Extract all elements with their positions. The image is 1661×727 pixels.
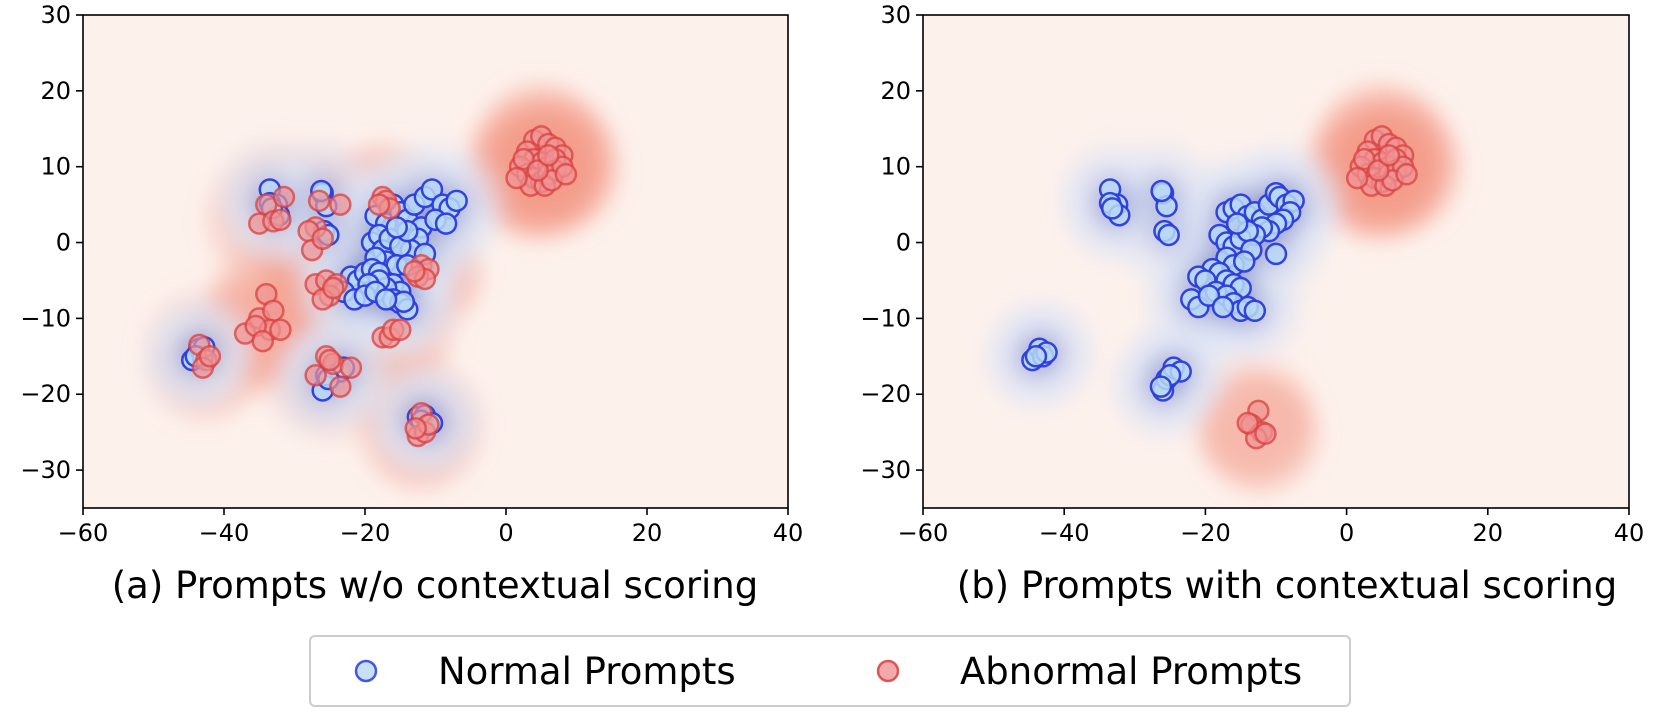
abnormal-prompt-point <box>367 193 391 216</box>
abnormal-prompt-point <box>1395 163 1418 186</box>
abnormal-prompts-series <box>188 125 578 448</box>
abnormal-prompt-point <box>329 193 352 216</box>
y-tick-label: 20 <box>40 77 71 105</box>
panel-caption: (a) Prompts w/o contextual scoring <box>112 564 759 607</box>
y-tick-label: 20 <box>880 77 911 105</box>
normal-prompt-point <box>385 216 408 239</box>
abnormal-prompt-point <box>304 364 327 387</box>
abnormal-prompt-point <box>269 318 292 342</box>
abnormal-prompt-point <box>262 299 285 323</box>
y-tick-label: 0 <box>896 229 911 257</box>
y-tick-label: −20 <box>860 380 911 408</box>
abnormal-prompt-point <box>554 163 578 186</box>
legend-box <box>309 635 1351 707</box>
abnormal-prompt-point <box>389 318 412 342</box>
normal-prompt-point <box>374 288 398 311</box>
abnormal-prompt-point <box>307 189 331 213</box>
abnormal-prompt-point <box>311 227 334 250</box>
abnormal-prompt-point <box>403 260 426 283</box>
x-tick-label: −20 <box>340 519 391 547</box>
axes-frame <box>82 14 789 509</box>
abnormal-prompt-point <box>251 329 275 353</box>
abnormal-prompt-point <box>404 417 428 440</box>
abnormal-legend-marker <box>876 659 900 683</box>
y-tick-label: 10 <box>40 153 71 181</box>
x-tick-label: 0 <box>1339 519 1354 547</box>
abnormal-prompt-point <box>1377 144 1401 167</box>
x-tick-label: −60 <box>898 519 949 547</box>
abnormal-prompt-point <box>1345 166 1369 190</box>
abnormal-prompts-series <box>1236 125 1418 450</box>
x-tick-label: −40 <box>199 519 250 547</box>
normal-prompt-point <box>1024 345 1048 368</box>
normal-prompt-point <box>420 178 444 201</box>
abnormal-prompt-point <box>198 345 222 368</box>
y-tick-label: −20 <box>20 380 71 408</box>
abnormal-legend-label: Abnormal Prompts <box>960 650 1302 693</box>
x-tick-label: 20 <box>632 519 663 547</box>
y-tick-label: 0 <box>56 229 71 257</box>
abnormal-prompt-point <box>322 276 345 300</box>
abnormal-prompt-point <box>1367 159 1390 182</box>
x-tick-label: −40 <box>1039 519 1090 547</box>
x-tick-label: −20 <box>1180 519 1231 547</box>
normal-prompt-point <box>1149 375 1173 398</box>
abnormal-prompt-point <box>505 166 528 190</box>
x-tick-label: −60 <box>58 519 109 547</box>
normal-prompt-point <box>1150 179 1173 203</box>
normal-prompt-point <box>1211 295 1235 319</box>
normal-prompt-point <box>1243 299 1267 323</box>
axes-frame <box>922 14 1630 509</box>
y-tick-label: 30 <box>40 1 71 29</box>
abnormal-prompt-point <box>1254 422 1277 445</box>
y-tick-label: 30 <box>880 1 911 29</box>
y-tick-label: −30 <box>860 456 911 484</box>
normal-prompt-point <box>1157 223 1180 247</box>
abnormal-prompt-point <box>329 375 352 398</box>
abnormal-prompt-point <box>318 348 341 372</box>
panel-caption: (b) Prompts with contextual scoring <box>957 564 1617 607</box>
abnormal-prompt-point <box>1236 411 1260 435</box>
abnormal-prompt-point <box>339 356 363 379</box>
x-tick-label: 20 <box>1473 519 1504 547</box>
chart-panel-b: −60 −40 −20 0 20 40 −30 −20 −10 0 10 20 30 (b) Prompt… <box>860 1 1644 607</box>
y-tick-label: −30 <box>20 456 71 484</box>
normal-prompt-point <box>1232 250 1256 273</box>
chart-panel-a: −60 −40 −20 0 20 40 −30 −20 −10 0 10 20 30 (a) Prompt… <box>20 1 803 607</box>
normal-prompt-point <box>1225 212 1249 235</box>
y-tick-label: −10 <box>20 304 71 332</box>
normal-prompt-point <box>1264 242 1288 266</box>
x-tick-label: 40 <box>1614 519 1645 547</box>
abnormal-prompt-point <box>272 185 296 209</box>
normal-prompt-point <box>445 189 468 213</box>
y-tick-label: 10 <box>880 153 911 181</box>
normal-prompt-point <box>1100 197 1124 220</box>
abnormal-prompt-point <box>537 144 560 167</box>
x-tick-label: 40 <box>773 519 804 547</box>
normal-prompts-series <box>1021 178 1305 402</box>
normal-prompt-point <box>434 212 458 235</box>
normal-legend-marker <box>354 659 378 683</box>
legend: Normal Prompts Abnormal Prompts <box>309 635 1351 707</box>
y-tick-label: −10 <box>860 304 911 332</box>
abnormal-prompt-point <box>269 208 292 232</box>
x-tick-label: 0 <box>498 519 513 547</box>
abnormal-prompt-point <box>526 159 549 182</box>
normal-legend-label: Normal Prompts <box>438 650 736 693</box>
